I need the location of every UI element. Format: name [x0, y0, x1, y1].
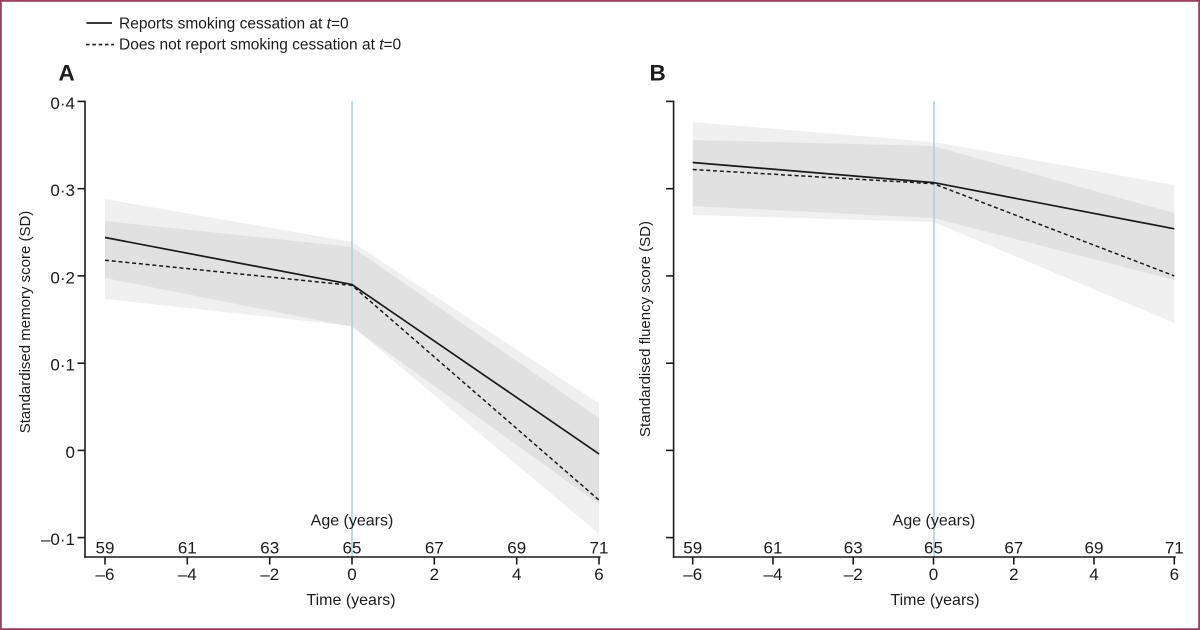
svg-text:0·1: 0·1: [50, 356, 75, 375]
svg-text:61: 61: [764, 539, 783, 558]
svg-text:63: 63: [844, 539, 863, 558]
svg-text:Time (years): Time (years): [306, 592, 395, 609]
svg-text:A: A: [59, 61, 75, 86]
svg-text:69: 69: [507, 539, 526, 558]
svg-text:0: 0: [347, 565, 356, 584]
svg-text:0: 0: [929, 565, 938, 584]
svg-text:Age (years): Age (years): [311, 513, 394, 530]
svg-text:Standardised memory score (SD): Standardised memory score (SD): [17, 211, 34, 434]
svg-text:Reports smoking cessation at t: Reports smoking cessation at t=0: [119, 16, 349, 33]
svg-text:2: 2: [430, 565, 439, 584]
svg-text:0·3: 0·3: [50, 181, 75, 200]
svg-text:6: 6: [594, 565, 603, 584]
svg-text:Standardised fluency score (S: Standardised fluency score (SD): [637, 221, 654, 437]
svg-text:59: 59: [96, 539, 115, 558]
svg-text:67: 67: [1004, 539, 1023, 558]
svg-text:0: 0: [66, 443, 75, 462]
svg-text:63: 63: [260, 539, 279, 558]
svg-text:B: B: [650, 61, 666, 86]
svg-text:Does not report smoking cessat: Does not report smoking cessation at t=0: [119, 37, 402, 54]
svg-text:65: 65: [924, 539, 943, 558]
svg-text:–2: –2: [260, 565, 279, 584]
svg-text:–6: –6: [96, 565, 115, 584]
svg-text:–4: –4: [764, 565, 783, 584]
svg-text:71: 71: [590, 539, 609, 558]
svg-text:–2: –2: [844, 565, 863, 584]
svg-text:61: 61: [178, 539, 197, 558]
svg-text:–6: –6: [683, 565, 702, 584]
svg-text:0·4: 0·4: [50, 94, 75, 113]
svg-text:6: 6: [1170, 565, 1179, 584]
svg-text:4: 4: [1089, 565, 1098, 584]
svg-text:Time (years): Time (years): [890, 592, 979, 609]
svg-text:69: 69: [1085, 539, 1104, 558]
svg-text:Age (years): Age (years): [893, 513, 976, 530]
svg-text:0·2: 0·2: [50, 268, 75, 287]
svg-text:67: 67: [425, 539, 444, 558]
svg-text:4: 4: [512, 565, 521, 584]
svg-text:59: 59: [683, 539, 702, 558]
svg-text:–4: –4: [178, 565, 197, 584]
svg-text:2: 2: [1009, 565, 1018, 584]
svg-text:–0·1: –0·1: [41, 530, 75, 549]
svg-text:71: 71: [1165, 539, 1184, 558]
svg-text:65: 65: [343, 539, 362, 558]
